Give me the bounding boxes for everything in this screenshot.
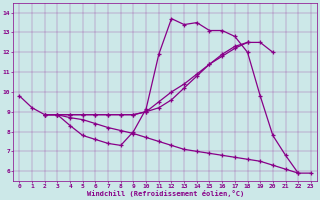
X-axis label: Windchill (Refroidissement éolien,°C): Windchill (Refroidissement éolien,°C) — [86, 190, 244, 197]
